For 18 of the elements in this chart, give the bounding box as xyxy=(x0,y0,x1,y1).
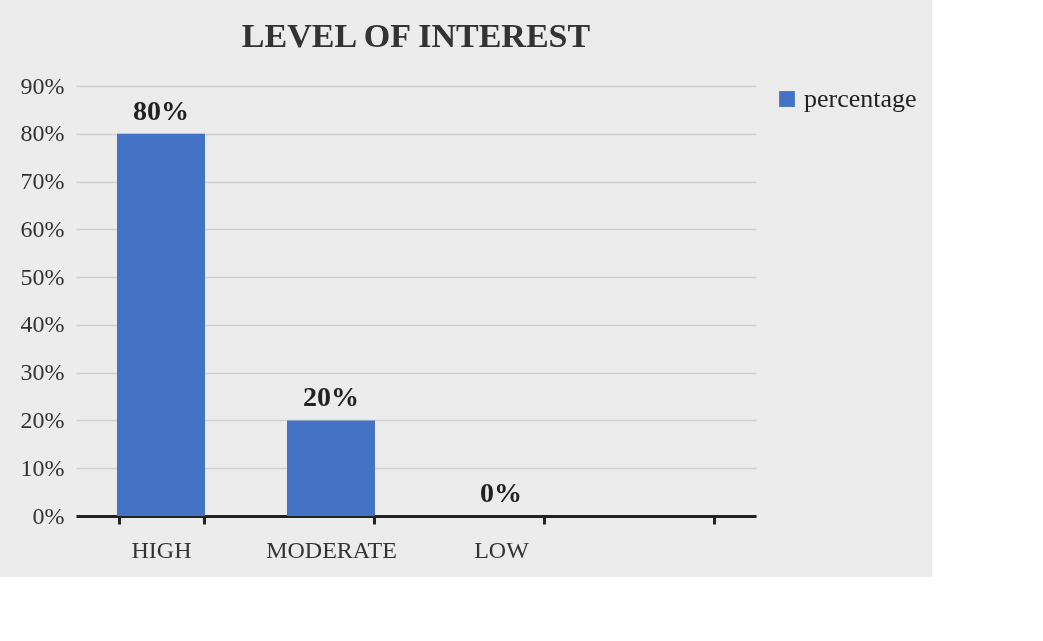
x-tick-label: HIGH xyxy=(131,536,192,563)
y-tick-label: 30% xyxy=(20,359,65,386)
legend-label: percentage xyxy=(804,84,917,113)
y-tick-label: 60% xyxy=(20,215,65,242)
chart-title: LEVEL OF INTEREST xyxy=(241,17,591,54)
y-tick-label: 80% xyxy=(20,120,65,147)
y-tick-label: 40% xyxy=(20,311,65,338)
y-tick-label: 90% xyxy=(20,72,65,99)
data-label: 20% xyxy=(303,381,359,413)
data-label: 80% xyxy=(133,94,189,126)
y-tick-label: 0% xyxy=(32,502,65,529)
y-tick-label: 70% xyxy=(20,168,65,195)
y-tick-label: 10% xyxy=(20,454,65,481)
data-label: 0% xyxy=(480,477,522,508)
y-tick-label: 20% xyxy=(20,406,65,433)
x-tick-label: MODERATE xyxy=(266,536,397,563)
x-tick-label: LOW xyxy=(474,536,530,563)
y-tick-label: 50% xyxy=(20,263,65,290)
